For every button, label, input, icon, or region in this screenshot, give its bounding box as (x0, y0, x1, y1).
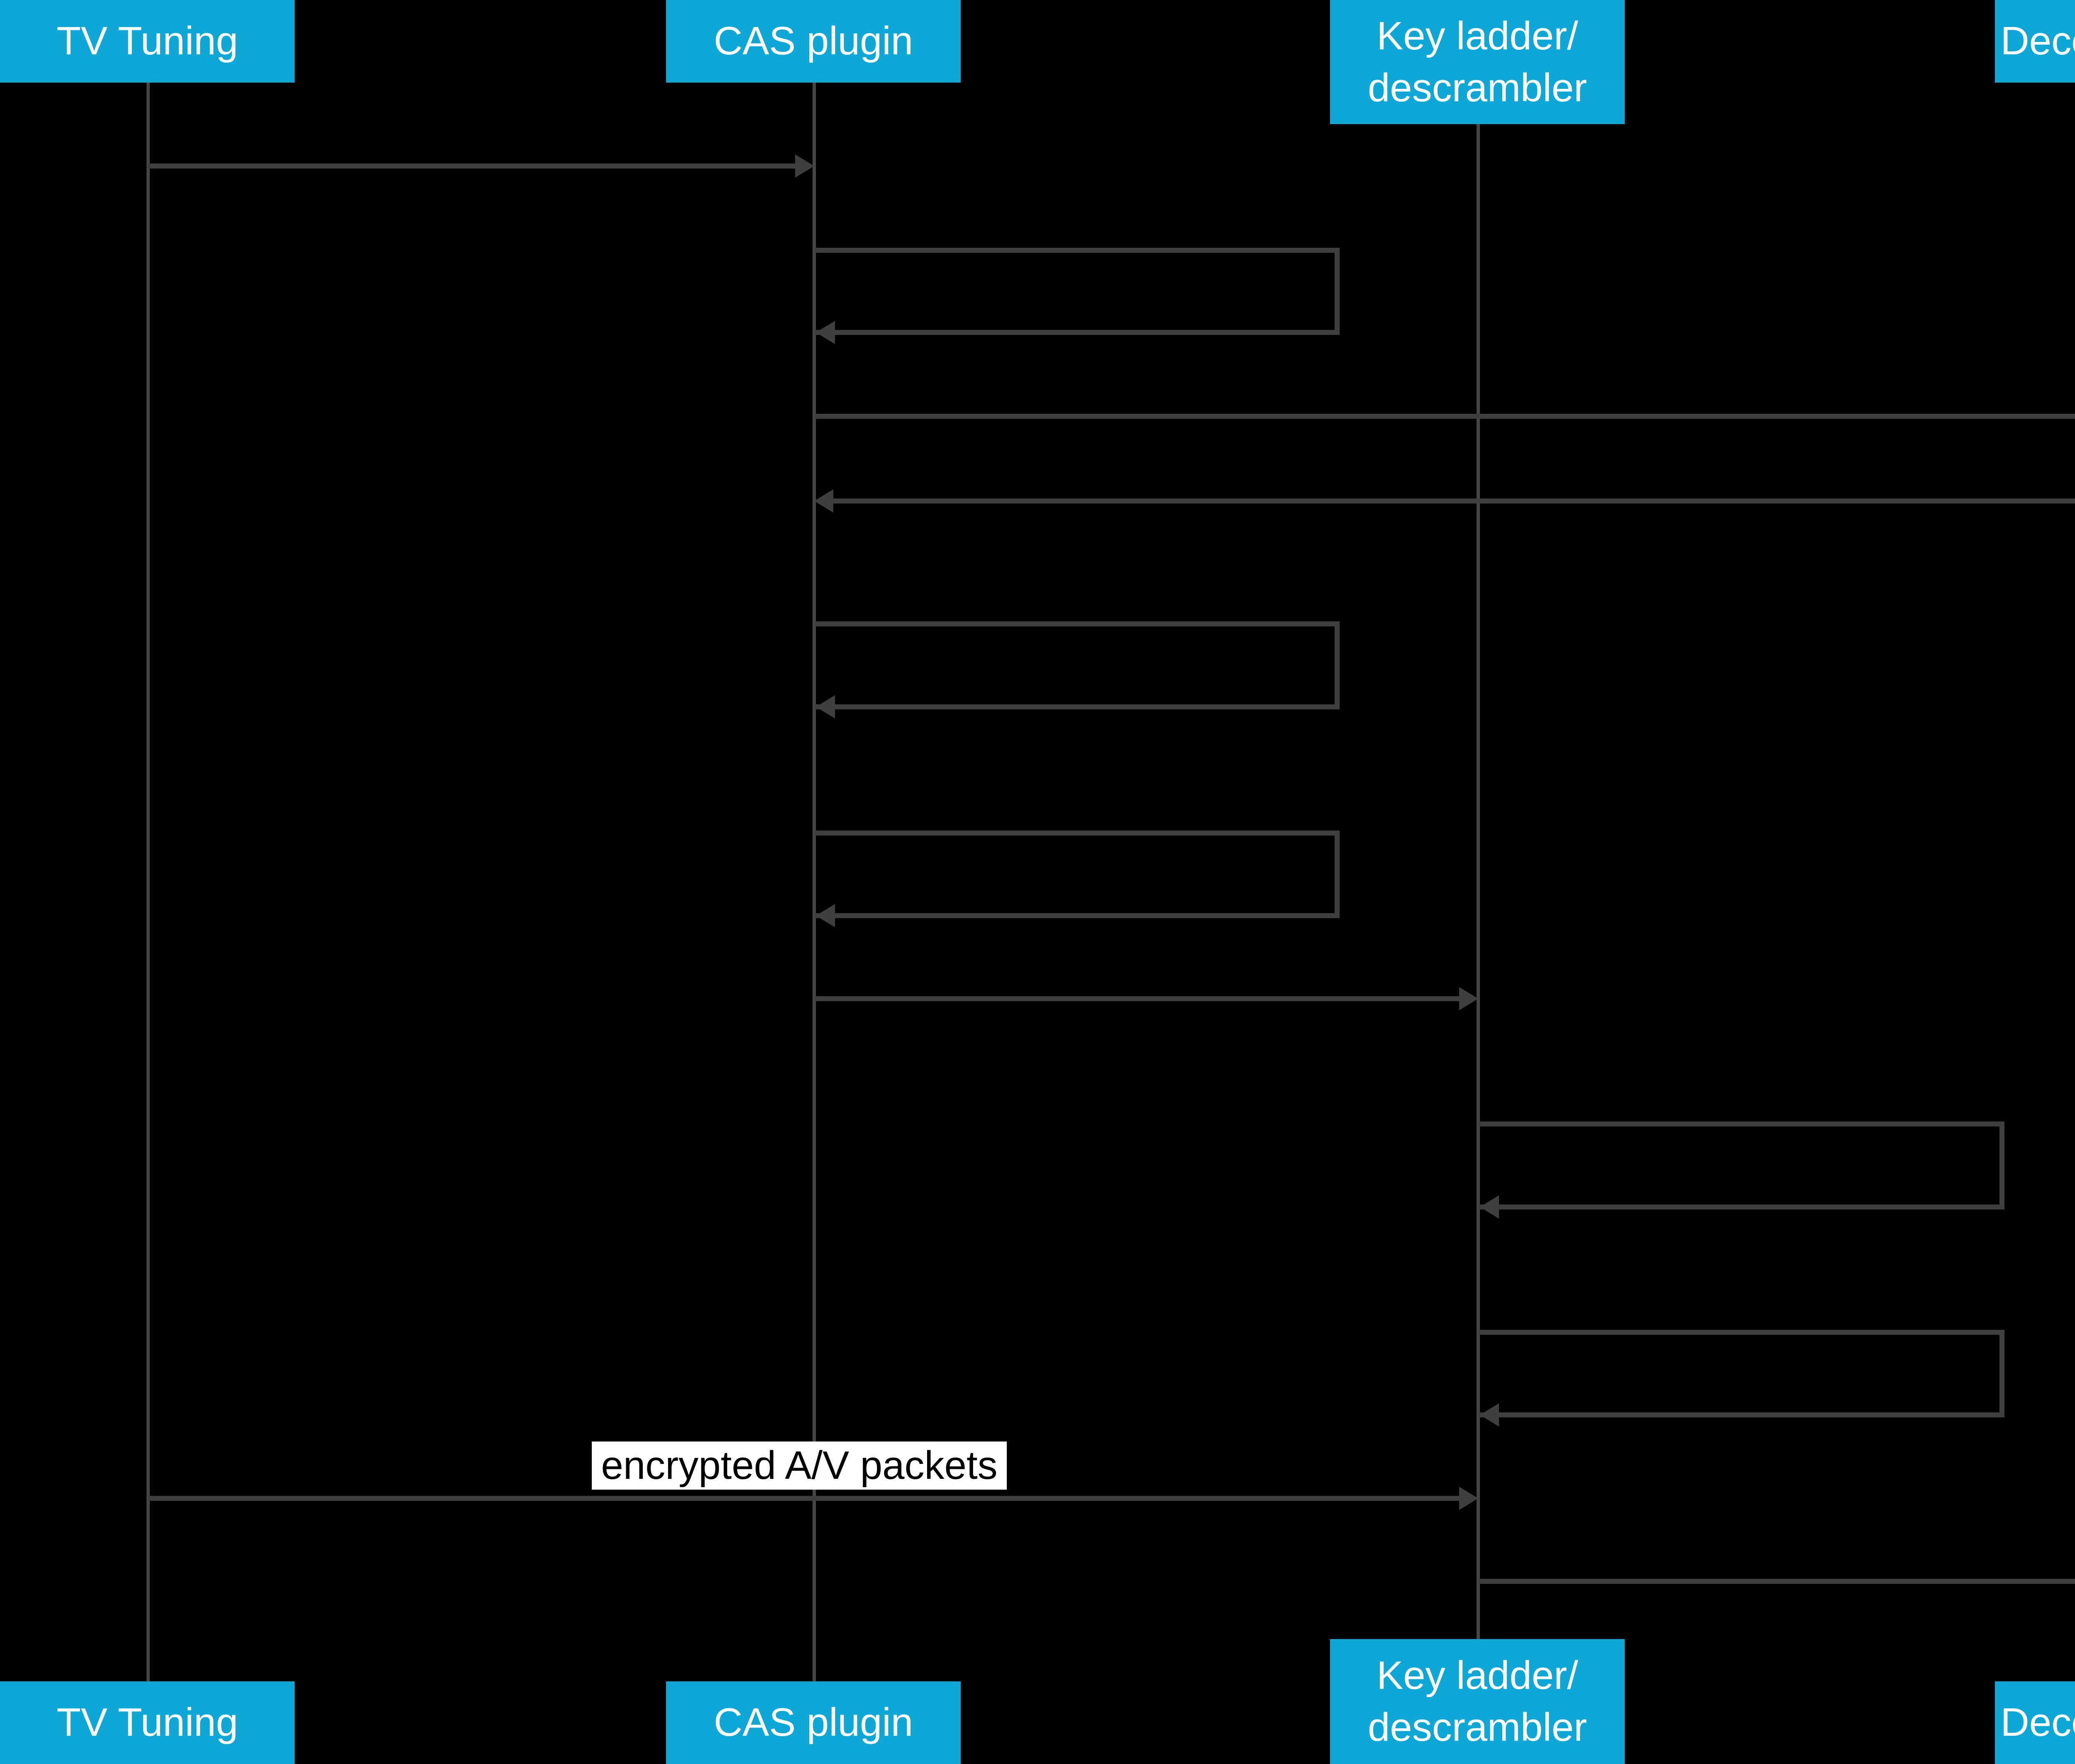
message-tv-to-keyladder-arrowhead (1459, 1487, 1478, 1510)
lifeline-key-ladder (1477, 124, 1480, 1639)
message-headend-to-cas-line (833, 498, 2075, 503)
message-tv-to-cas-arrowhead (795, 154, 814, 178)
encrypted-av-packets-label: encrypted A/V packets (592, 1441, 1007, 1490)
message-cas-to-headend-line (814, 414, 2075, 419)
keyladder-self-message-1 (1478, 1121, 2004, 1209)
actor-bottom-cas-plugin: CAS plugin (666, 1681, 961, 1764)
cas-self-message-2 (814, 621, 1340, 709)
message-headend-to-cas-arrowhead (814, 489, 833, 513)
actor-top-key-ladder-descrambler: Key ladder/ descrambler (1330, 0, 1625, 124)
actor-bottom-key-ladder-descrambler: Key ladder/ descrambler (1330, 1639, 1625, 1764)
lifeline-tv-tuning (146, 83, 150, 1681)
keyladder-self-message-2 (1478, 1330, 2004, 1417)
message-tv-to-cas-line (148, 164, 796, 169)
message-cas-to-keyladder-arrowhead (1459, 987, 1478, 1010)
keyladder-self-message-1-arrowhead (1480, 1195, 1499, 1219)
message-keyladder-to-decode-line (1478, 1579, 2075, 1584)
cas-self-message-1 (814, 248, 1340, 335)
message-tv-to-keyladder-line (148, 1496, 1460, 1501)
actor-bottom-tv-tuning: TV Tuning (0, 1681, 295, 1764)
keyladder-self-message-2-arrowhead (1480, 1403, 1499, 1427)
actor-bottom-decode-display: Decode, display (1995, 1681, 2075, 1764)
lifeline-cas-plugin (813, 83, 816, 1681)
message-cas-to-keyladder-line (814, 996, 1460, 1001)
actor-top-cas-plugin: CAS plugin (666, 0, 961, 83)
actor-top-decode-display: Decode, display (1995, 0, 2075, 83)
cas-self-message-1-arrowhead (816, 321, 835, 344)
cas-self-message-3-arrowhead (816, 904, 835, 927)
cas-self-message-2-arrowhead (816, 695, 835, 718)
cas-self-message-3 (814, 831, 1340, 918)
actor-top-tv-tuning: TV Tuning (0, 0, 295, 83)
